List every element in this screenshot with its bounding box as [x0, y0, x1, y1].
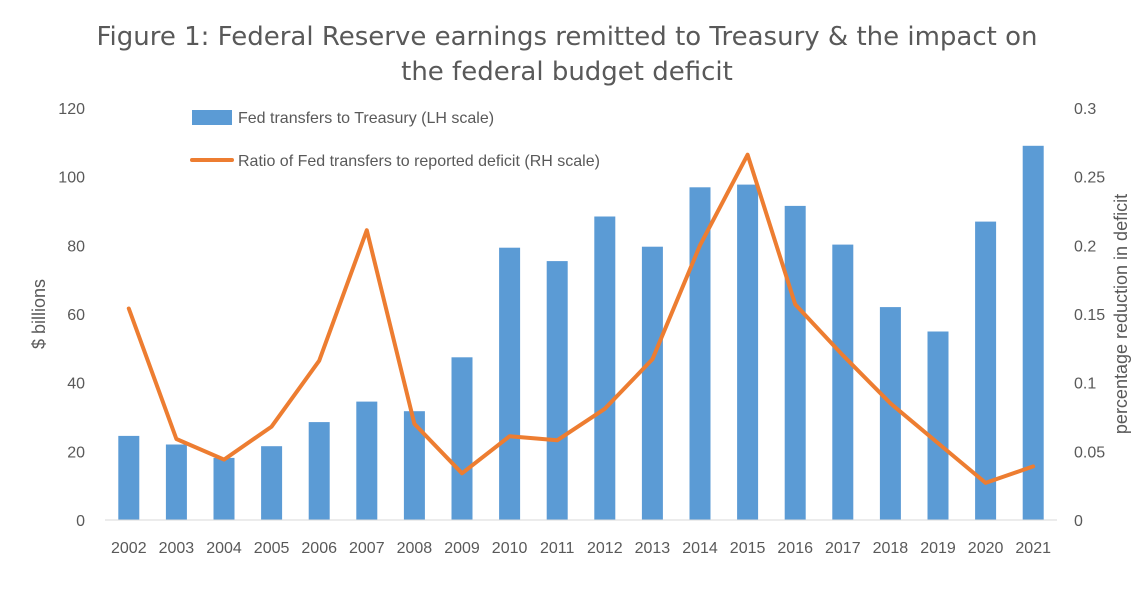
bar-2020: [975, 221, 997, 520]
x-tick-label: 2012: [587, 540, 623, 557]
bar-2013: [641, 246, 663, 520]
bar-2011: [546, 261, 568, 520]
y-right-tick-label: 0: [1074, 513, 1083, 530]
bar-2014: [689, 187, 711, 521]
bar-2019: [927, 331, 949, 520]
bar-2009: [451, 357, 473, 520]
legend-bar-swatch: [192, 110, 232, 125]
y-right-tick-label: 0.05: [1074, 444, 1105, 461]
x-tick-label: 2020: [968, 540, 1004, 557]
y-left-axis-title: $ billions: [29, 279, 49, 349]
y-left-tick-label: 0: [76, 513, 85, 530]
y-right-axis-title: percentage reduction in deficit: [1111, 194, 1131, 434]
x-tick-label: 2006: [301, 540, 337, 557]
y-left-tick-label: 60: [67, 307, 85, 324]
bar-2003: [165, 444, 187, 520]
y-right-tick-label: 0.15: [1074, 307, 1105, 324]
legend-line-label: Ratio of Fed transfers to reported defic…: [238, 153, 600, 170]
x-tick-label: 2005: [254, 540, 290, 557]
x-tick-label: 2004: [206, 540, 242, 557]
x-tick-label: 2008: [397, 540, 433, 557]
y-left-tick-label: 100: [58, 170, 85, 187]
y-left-tick-label: 120: [58, 101, 85, 118]
x-tick-label: 2017: [825, 540, 861, 557]
bar-2008: [403, 411, 425, 520]
y-right-tick-label: 0.25: [1074, 170, 1105, 187]
bar-2018: [879, 307, 901, 520]
y-right-tick-label: 0.1: [1074, 376, 1096, 393]
bar-2021: [1022, 145, 1044, 521]
x-tick-label: 2013: [635, 540, 671, 557]
bar-2017: [832, 244, 854, 520]
x-tick-label: 2016: [777, 540, 813, 557]
x-tick-label: 2010: [492, 540, 528, 557]
x-tick-label: 2009: [444, 540, 480, 557]
y-left-tick-label: 80: [67, 238, 85, 255]
chart-title-line-1: Figure 1: Federal Reserve earnings remit…: [96, 22, 1038, 52]
y-left-tick-label: 40: [67, 376, 85, 393]
y-right-tick-label: 0.3: [1074, 101, 1096, 118]
x-tick-label: 2021: [1015, 540, 1051, 557]
bar-2007: [356, 401, 378, 520]
chart-title-line-2: the federal budget deficit: [401, 57, 733, 87]
bar-2004: [213, 457, 235, 520]
bar-2010: [499, 247, 521, 520]
bar-2006: [308, 422, 330, 520]
legend-bar-label: Fed transfers to Treasury (LH scale): [238, 110, 494, 127]
y-right-tick-label: 0.2: [1074, 238, 1096, 255]
bar-2012: [594, 216, 616, 520]
x-tick-label: 2019: [920, 540, 956, 557]
x-tick-label: 2011: [540, 540, 575, 557]
bar-2015: [737, 184, 759, 520]
bar-2016: [784, 205, 806, 520]
x-tick-label: 2002: [111, 540, 147, 557]
ratio-line: [126, 152, 1036, 485]
bar-2002: [118, 435, 140, 520]
bar-2005: [261, 446, 283, 520]
x-tick-label: 2014: [682, 540, 718, 557]
x-tick-label: 2018: [873, 540, 909, 557]
y-left-tick-label: 20: [67, 444, 85, 461]
x-tick-label: 2015: [730, 540, 766, 557]
x-tick-label: 2003: [159, 540, 195, 557]
x-tick-label: 2007: [349, 540, 385, 557]
